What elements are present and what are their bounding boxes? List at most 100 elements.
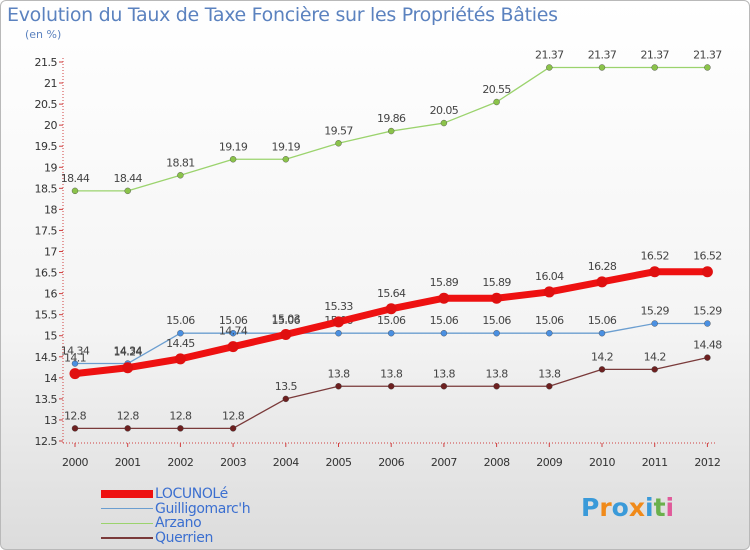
y-tick-label: 14.5 <box>35 351 58 364</box>
data-point-guilligomarc-h <box>598 329 606 337</box>
logo-letter: i <box>645 493 654 522</box>
data-point-querrien <box>71 425 79 432</box>
data-point-querrien <box>493 383 500 390</box>
data-point-arzano <box>335 140 342 147</box>
x-tick-label: 2010 <box>589 456 615 469</box>
data-label-querrien: 13.8 <box>486 367 509 380</box>
data-point-arzano <box>388 127 395 135</box>
data-label-querrien: 13.8 <box>327 367 350 380</box>
data-label-querrien: 14.2 <box>644 350 666 363</box>
x-tick-label: 2000 <box>62 456 88 469</box>
data-point-querrien <box>229 425 237 432</box>
proxiti-logo: Proxiti <box>581 493 674 522</box>
x-tick-label: 2003 <box>220 456 246 469</box>
data-point-guilligomarc-h <box>335 329 342 337</box>
logo-letter: x <box>628 493 645 522</box>
data-label-guilligomarc-h: 14.34 <box>61 345 90 358</box>
x-tick-label: 2006 <box>378 456 404 469</box>
data-point-querrien <box>598 366 606 373</box>
data-point-arzano <box>704 64 711 71</box>
data-label-querrien: 14.48 <box>693 339 722 352</box>
data-label-arzano: 19.57 <box>324 124 353 137</box>
data-label-arzano: 21.37 <box>535 48 564 61</box>
legend-label: LOCUNOLé <box>155 486 228 502</box>
data-label-locunol: 14.1 <box>64 352 86 365</box>
y-tick-label: 17.5 <box>35 224 58 237</box>
data-label-querrien: 12.8 <box>222 409 245 422</box>
y-tick-label: 13 <box>44 414 57 427</box>
y-tick-label: 17 <box>44 246 57 259</box>
data-point-querrien <box>177 425 184 432</box>
data-point-arzano <box>598 64 606 71</box>
y-tick-label: 20 <box>44 119 57 132</box>
data-point-locunol <box>333 316 344 328</box>
data-point-guilligomarc-h <box>546 329 553 337</box>
legend-label: Querrien <box>155 530 213 547</box>
logo-letter: P <box>581 493 600 522</box>
y-tick-label: 15.5 <box>35 309 58 322</box>
data-point-arzano <box>177 172 184 179</box>
data-point-locunol <box>701 266 713 278</box>
x-tick-label: 2007 <box>431 456 457 469</box>
x-tick-label: 2005 <box>326 456 352 469</box>
x-tick-label: 2004 <box>273 456 299 469</box>
data-label-querrien: 13.8 <box>433 367 456 380</box>
y-tick-label: 16 <box>44 288 57 301</box>
data-point-locunol <box>649 266 661 278</box>
data-point-guilligomarc-h <box>493 329 500 337</box>
data-point-guilligomarc-h <box>704 320 711 327</box>
data-point-arzano <box>282 156 289 163</box>
data-label-querrien: 13.8 <box>538 367 561 380</box>
data-point-guilligomarc-h <box>440 329 448 337</box>
y-tick-label: 20.5 <box>35 98 58 111</box>
legend-swatch <box>101 537 153 539</box>
legend-label: Guilligomarc'h <box>155 500 251 517</box>
data-label-locunol: 14.24 <box>113 346 142 359</box>
data-label-arzano: 18.44 <box>61 172 90 185</box>
data-label-guilligomarc-h: 15.06 <box>588 314 617 327</box>
data-label-guilligomarc-h: 15.29 <box>693 305 722 318</box>
data-point-locunol <box>280 328 292 340</box>
data-label-querrien: 13.8 <box>380 367 403 380</box>
data-label-locunol: 16.52 <box>693 250 722 263</box>
logo-letter: o <box>611 493 629 522</box>
data-point-locunol <box>122 362 134 374</box>
data-point-querrien <box>546 383 553 390</box>
data-label-locunol: 16.28 <box>588 260 617 273</box>
y-tick-label: 18.5 <box>35 182 58 195</box>
logo-letter: i <box>665 493 675 522</box>
data-point-arzano <box>546 64 553 71</box>
data-point-arzano <box>71 187 79 195</box>
x-tick-label: 2011 <box>642 456 668 469</box>
data-label-guilligomarc-h: 14.34 <box>113 345 142 358</box>
data-label-guilligomarc-h: 15.06 <box>166 314 195 327</box>
data-label-querrien: 12.8 <box>64 409 87 422</box>
legend-swatch <box>101 490 153 498</box>
data-label-arzano: 21.37 <box>640 48 669 61</box>
data-label-querrien: 12.8 <box>117 409 140 422</box>
y-tick-label: 14 <box>44 372 57 385</box>
data-label-locunol: 14.74 <box>219 325 248 338</box>
data-label-arzano: 20.05 <box>430 104 459 117</box>
data-point-guilligomarc-h <box>229 329 237 337</box>
legend-label: Arzano <box>155 515 202 532</box>
data-label-arzano: 19.86 <box>377 112 406 125</box>
data-point-locunol <box>385 303 397 315</box>
data-label-querrien: 12.8 <box>169 409 192 422</box>
data-label-arzano: 19.19 <box>219 140 248 153</box>
y-tick-label: 13.5 <box>35 393 58 406</box>
data-label-querrien: 13.5 <box>275 380 298 393</box>
data-label-arzano: 18.44 <box>113 172 142 185</box>
data-point-querrien <box>440 383 448 390</box>
data-label-arzano: 20.55 <box>482 83 511 96</box>
data-point-querrien <box>335 383 342 390</box>
data-point-querrien <box>704 354 711 361</box>
data-point-arzano <box>651 64 658 71</box>
y-tick-label: 16.5 <box>35 267 58 280</box>
data-label-arzano: 18.81 <box>166 156 195 169</box>
y-tick-label: 19 <box>44 161 57 174</box>
data-label-locunol: 15.64 <box>377 287 406 300</box>
logo-letter: r <box>599 493 612 522</box>
data-label-querrien: 14.2 <box>591 350 613 363</box>
